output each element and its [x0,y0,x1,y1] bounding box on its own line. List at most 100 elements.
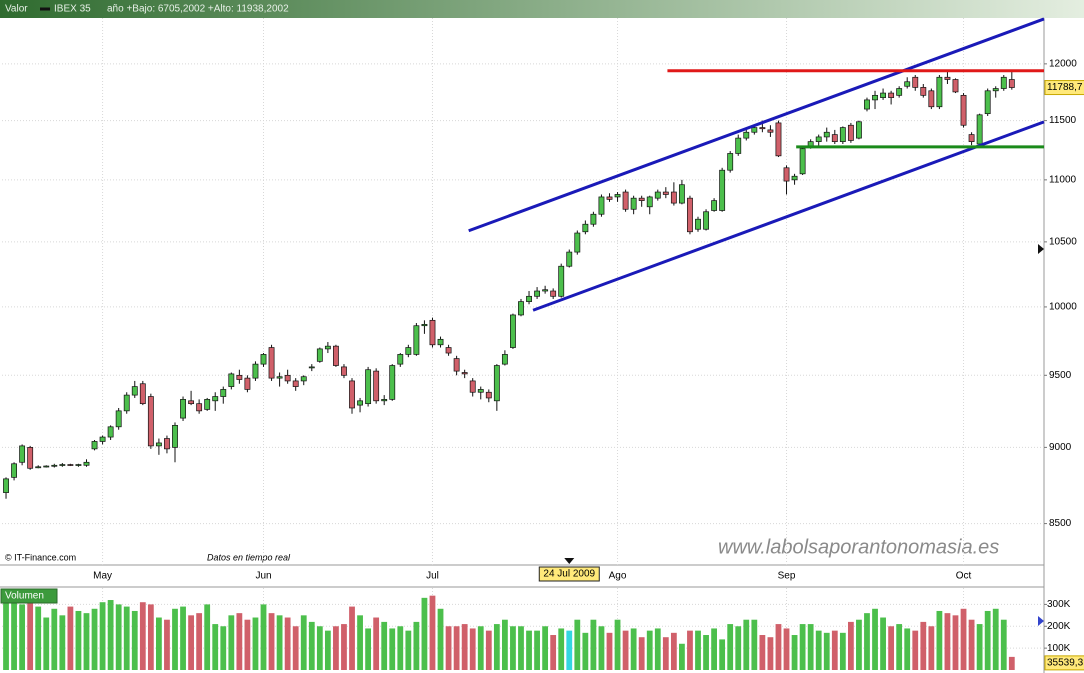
volume-bar [196,613,203,670]
candle-body [920,87,927,96]
volume-bar [59,615,66,670]
candle-body [703,211,709,230]
candle-body [1008,79,1015,88]
volume-bar [365,628,372,670]
volume-bar [172,608,178,670]
candle-body [735,137,742,154]
volume-bar [292,626,299,670]
candle-body [896,88,903,96]
candle-body [751,127,758,133]
candle-body [510,314,516,348]
header-label: Valor [5,4,28,15]
volume-bar [220,626,227,670]
y-tick-label: 9500 [1049,370,1072,381]
volume-bar [743,619,750,670]
volume-bar [469,628,476,670]
volume-bar [43,617,50,670]
candle-body [783,167,790,182]
volume-bar [574,619,581,670]
y-tick-label: 10000 [1049,302,1077,313]
volume-bar [880,617,886,670]
volume-bar [276,615,283,670]
x-tick-label: Ago [609,571,627,582]
candle-body [493,365,500,402]
volume-bar [501,619,508,670]
volume-bar [300,615,307,670]
candle-body [590,213,597,225]
candle-body [268,347,275,379]
volume-bar [719,639,726,670]
trend-line [468,17,1045,233]
volume-bar [960,608,967,670]
volume-bar [759,635,766,670]
candle-body [115,410,122,428]
candle-body [767,129,774,133]
volume-bar [333,626,339,670]
y-tick-label: 11500 [1049,115,1077,126]
volume-bar [767,637,774,670]
volume-bar [485,630,492,670]
candle-body [534,290,541,297]
candle-body [775,122,782,157]
candle-body [743,131,750,139]
volume-bar [662,637,669,670]
volume-bar [799,624,806,670]
header-subtitle: año +Bajo: 6705,2002 +Alto: 11938,2002 [107,4,289,15]
header-title: IBEX 35 [54,4,91,15]
volume-bar [67,606,74,670]
y-tick-label: 10500 [1049,237,1077,248]
volume-bar [421,597,428,670]
candle-body [99,436,106,442]
y-tick-label: 11000 [1049,175,1077,186]
volume-bar [534,630,540,670]
candle-body [397,354,404,365]
volume-bar [139,602,146,670]
axis-marker [1038,244,1044,254]
volume-bar [904,628,911,670]
candle-body [172,424,178,448]
volume-bar [389,628,396,670]
candle-body [968,134,975,142]
candle-body [598,196,605,215]
volume-bar [381,621,388,670]
volume-bar [308,621,315,670]
candle-body [11,463,17,478]
candle-body [518,301,524,316]
credits: © IT-Finance.com [5,552,76,562]
candle-body [687,197,693,233]
candle-body [477,389,484,393]
volume-bar [204,604,211,670]
x-tick-label: May [93,571,112,582]
candle-body [542,289,549,292]
volume-bar [679,643,685,670]
candle-body [276,376,283,379]
candle-body [437,338,444,346]
volume-bar [518,626,524,670]
volume-bar [341,624,347,670]
candle-body [284,374,291,382]
plot: 8500 9000 9500 10000 10500 11000 11500 12000 100… [2,17,1077,670]
candle-body [236,374,243,380]
candle-body [35,466,42,469]
candle-body [614,194,621,198]
volume-bar [324,630,331,670]
candle-body [831,134,838,142]
candle-body [316,348,323,362]
volume-bar [91,608,98,670]
note: Datos en tiempo real [207,552,291,562]
x-tick-label: Sep [778,571,796,582]
volume-bar [429,595,436,670]
candle-body [180,399,186,419]
candle-body [662,191,669,195]
volume-bar [695,630,701,670]
candle-body [389,365,396,400]
volume-bar [35,606,42,670]
candle-body [220,389,227,397]
volume-bar [357,615,363,670]
volume-bar [751,619,758,670]
candle-body [1000,76,1007,89]
candle-body [606,196,613,200]
candle-body [856,121,862,139]
volume-bar [510,626,516,670]
